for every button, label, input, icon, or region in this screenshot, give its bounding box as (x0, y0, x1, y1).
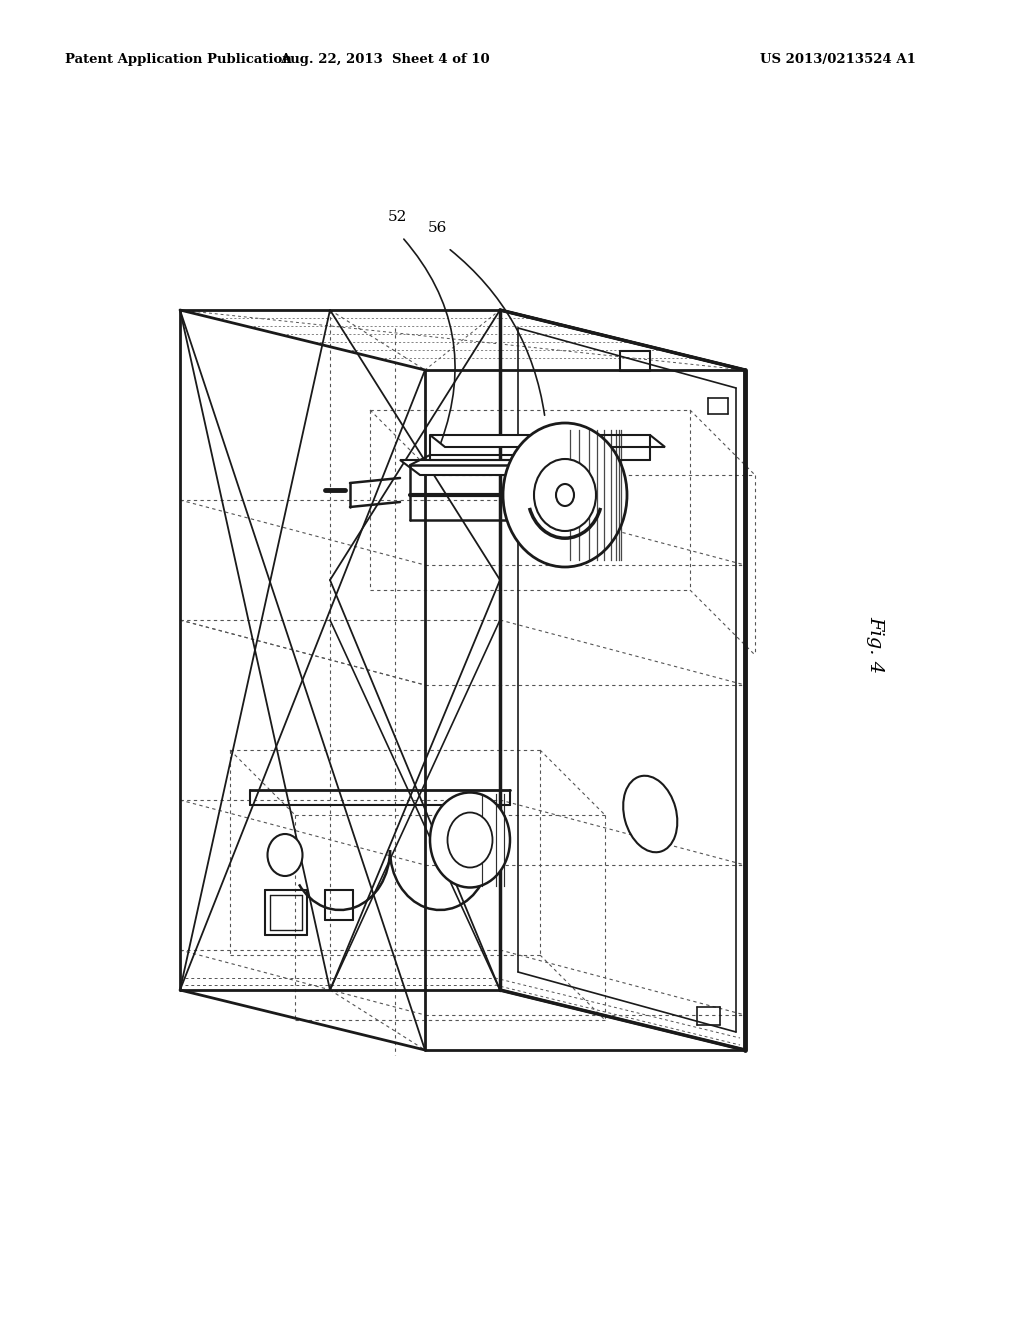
Ellipse shape (556, 484, 574, 506)
Ellipse shape (624, 776, 677, 853)
Ellipse shape (534, 459, 596, 531)
Text: US 2013/0213524 A1: US 2013/0213524 A1 (760, 54, 915, 66)
Ellipse shape (430, 792, 510, 887)
Text: 56: 56 (427, 220, 446, 235)
Text: Aug. 22, 2013  Sheet 4 of 10: Aug. 22, 2013 Sheet 4 of 10 (281, 54, 489, 66)
Ellipse shape (503, 422, 627, 568)
Ellipse shape (267, 834, 302, 876)
Polygon shape (430, 436, 665, 447)
Text: Patent Application Publication: Patent Application Publication (65, 54, 292, 66)
Text: Fig. 4: Fig. 4 (866, 616, 884, 673)
Polygon shape (400, 459, 620, 475)
Text: 52: 52 (387, 210, 407, 224)
Ellipse shape (447, 813, 493, 867)
